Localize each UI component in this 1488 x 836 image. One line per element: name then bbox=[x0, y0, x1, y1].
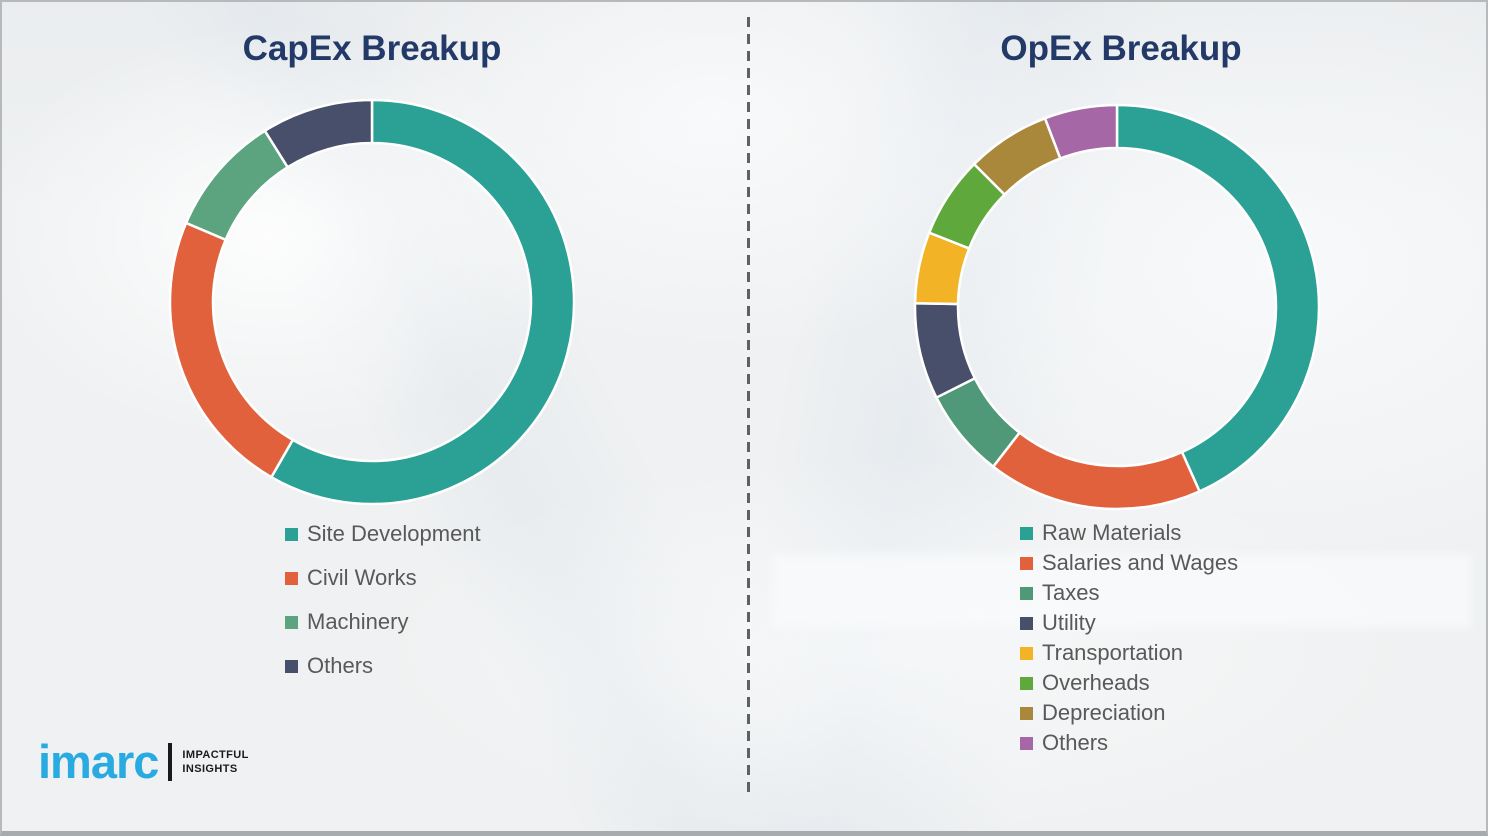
legend-label: Others bbox=[307, 653, 374, 678]
legend-label: Overheads bbox=[1042, 670, 1150, 695]
legend-swatch-icon bbox=[285, 615, 298, 629]
legend-item-overheads: Overheads bbox=[1020, 668, 1238, 698]
imarc-logo-wordmark: imarc bbox=[38, 735, 159, 788]
legend-swatch-icon bbox=[285, 571, 298, 585]
donut-segment-site-development bbox=[270, 98, 576, 506]
capex-legend: Site Development Civil Works Machinery Othe… bbox=[285, 512, 481, 688]
donut-segment-raw-materials bbox=[1115, 103, 1321, 493]
imarc-logo: imarc IMPACTFUL INSIGHTS bbox=[38, 738, 249, 785]
legend-swatch-icon bbox=[1020, 616, 1033, 630]
legend-label: Depreciation bbox=[1042, 700, 1166, 725]
legend-swatch-icon bbox=[1020, 736, 1033, 750]
legend-item-site-development: Site Development bbox=[285, 512, 481, 556]
legend-item-raw-materials: Raw Materials bbox=[1020, 518, 1238, 548]
legend-label: Transportation bbox=[1042, 640, 1184, 665]
legend-swatch-icon bbox=[285, 527, 298, 541]
opex-chart-title: OpEx Breakup bbox=[1000, 29, 1242, 68]
legend-item-others: Others bbox=[285, 644, 481, 688]
donut-segment-machinery bbox=[184, 129, 289, 242]
legend-swatch-icon bbox=[1020, 556, 1033, 570]
legend-item-civil-works: Civil Works bbox=[285, 556, 481, 600]
legend-item-others: Others bbox=[1020, 728, 1238, 758]
legend-label: Salaries and Wages bbox=[1042, 550, 1239, 575]
imarc-tagline-line2: INSIGHTS bbox=[182, 762, 238, 775]
panel-divider bbox=[747, 17, 750, 793]
legend-item-taxes: Taxes bbox=[1020, 578, 1238, 608]
capex-donut-chart bbox=[168, 98, 576, 506]
legend-swatch-icon bbox=[1020, 646, 1033, 660]
donut-segment-others bbox=[1043, 103, 1119, 160]
legend-item-utility: Utility bbox=[1020, 608, 1238, 638]
legend-swatch-icon bbox=[1020, 706, 1033, 720]
legend-swatch-icon bbox=[1020, 676, 1033, 690]
imarc-logo-tagline: IMPACTFUL INSIGHTS bbox=[182, 748, 248, 776]
imarc-tagline-line1: IMPACTFUL bbox=[182, 748, 249, 761]
legend-item-depreciation: Depreciation bbox=[1020, 698, 1238, 728]
legend-label: Civil Works bbox=[307, 565, 417, 590]
opex-legend: Raw Materials Salaries and Wages Taxes Util… bbox=[1020, 518, 1238, 758]
legend-label: Raw Materials bbox=[1042, 520, 1182, 545]
legend-swatch-icon bbox=[1020, 526, 1033, 540]
legend-swatch-icon bbox=[1020, 586, 1033, 600]
legend-item-transportation: Transportation bbox=[1020, 638, 1238, 668]
donut-segment-salaries-and-wages bbox=[991, 431, 1201, 511]
legend-item-machinery: Machinery bbox=[285, 600, 481, 644]
donut-segment-others bbox=[263, 98, 374, 169]
legend-item-salaries-and-wages: Salaries and Wages bbox=[1020, 548, 1238, 578]
donut-segment-utility bbox=[913, 301, 977, 399]
imarc-logo-divider-bar bbox=[168, 742, 173, 781]
legend-label: Utility bbox=[1042, 610, 1096, 635]
legend-label: Machinery bbox=[307, 609, 409, 634]
legend-label: Site Development bbox=[307, 521, 481, 546]
legend-swatch-icon bbox=[285, 659, 298, 673]
legend-label: Others bbox=[1042, 730, 1109, 755]
capex-chart-title: CapEx Breakup bbox=[242, 29, 502, 68]
opex-donut-chart bbox=[913, 103, 1321, 511]
legend-label: Taxes bbox=[1042, 580, 1100, 605]
donut-segment-civil-works bbox=[168, 221, 295, 479]
